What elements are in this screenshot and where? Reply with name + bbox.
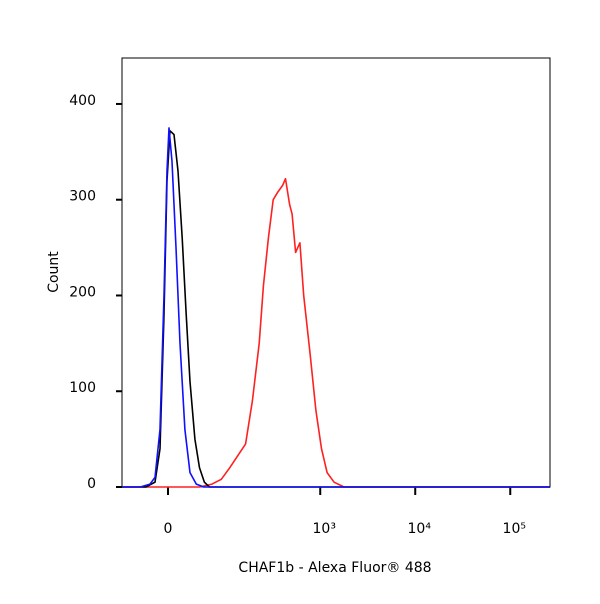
x-tick-label: 10⁴ (408, 521, 432, 537)
x-axis-label: CHAF1b - Alexa Fluor® 488 (238, 560, 431, 576)
plot-frame (121, 57, 551, 488)
y-tick-label: 0 (87, 476, 96, 492)
x-tick-label: 10⁵ (503, 521, 526, 537)
histogram-line (122, 127, 550, 488)
histogram-line (122, 177, 550, 488)
histogram-line (122, 130, 550, 488)
y-tick-label: 300 (69, 189, 96, 205)
x-tick-label: 10³ (313, 521, 336, 537)
x-tick-label: 0 (164, 521, 173, 537)
y-tick-label: 100 (69, 380, 96, 396)
y-axis-label: Count (46, 251, 62, 293)
y-tick-label: 200 (69, 284, 96, 300)
y-tick-label: 400 (69, 93, 96, 109)
